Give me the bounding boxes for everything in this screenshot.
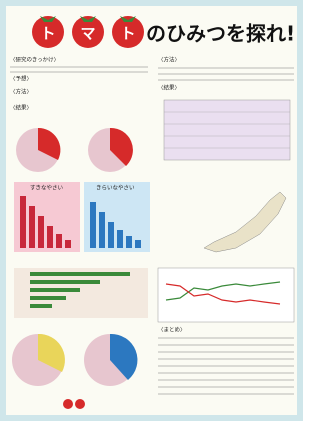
panel-title: すきなやさい xyxy=(30,184,64,192)
heading: 〈結果〉 xyxy=(158,84,180,92)
title-char: マ xyxy=(80,25,95,43)
table-illustration xyxy=(164,100,290,160)
heading: 〈研究のきっかけ〉 xyxy=(10,56,59,64)
title-char: ト xyxy=(120,25,135,43)
poster: ト マ ト のひみつを探れ! 〈研究のきっかけ〉 〈予想〉 〈方法〉 〈結果〉 … xyxy=(0,0,303,421)
title-char: ト xyxy=(40,25,55,43)
panel-title: きらいなやさい xyxy=(96,184,135,192)
heading: 〈方法〉 xyxy=(10,88,32,96)
title-text: のひみつを探れ! xyxy=(146,22,295,46)
heading: 〈方法〉 xyxy=(158,56,180,64)
heading: 〈まとめ〉 xyxy=(158,327,186,334)
heading: 〈予想〉 xyxy=(10,75,32,83)
line-chart-illustration xyxy=(158,268,294,322)
heading: 〈結果〉 xyxy=(10,104,32,112)
page: ト マ ト のひみつを探れ! 〈研究のきっかけ〉 〈予想〉 〈方法〉 〈結果〉 … xyxy=(0,0,320,425)
